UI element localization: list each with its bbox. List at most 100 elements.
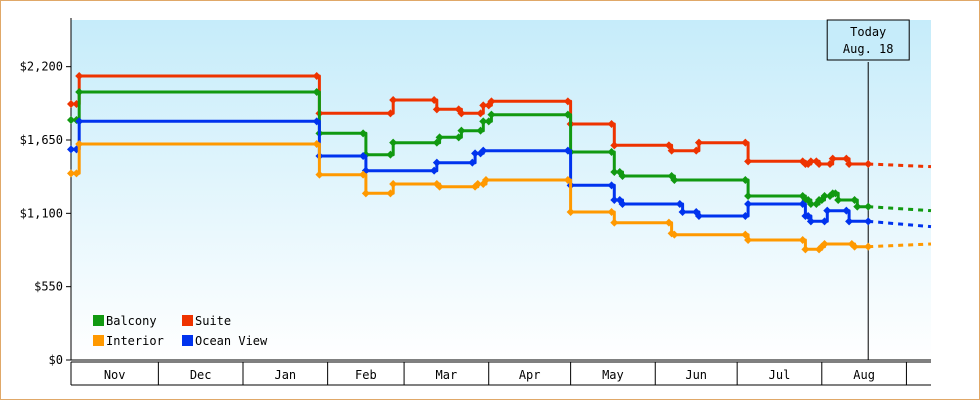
data-point bbox=[454, 133, 463, 142]
legend: Balcony Suite Interior Ocean View bbox=[93, 314, 268, 348]
data-point bbox=[432, 105, 441, 114]
month-label: Aug bbox=[853, 368, 875, 382]
data-point bbox=[815, 160, 824, 168]
today-box bbox=[826, 19, 910, 61]
data-point bbox=[744, 236, 753, 244]
data-point bbox=[741, 230, 750, 239]
data-point bbox=[430, 96, 439, 104]
data-point bbox=[664, 218, 673, 227]
data-point bbox=[359, 152, 368, 160]
data-point bbox=[618, 172, 627, 180]
data-point bbox=[667, 146, 676, 155]
data-point bbox=[67, 169, 75, 178]
month-label: May bbox=[602, 368, 624, 382]
data-point bbox=[457, 109, 466, 118]
data-point bbox=[820, 192, 829, 200]
data-point bbox=[312, 88, 321, 96]
data-point bbox=[67, 145, 75, 154]
x-axis: Nov Dec Jan Feb Mar Apr May Jun Jul Aug bbox=[70, 359, 931, 386]
data-point bbox=[75, 117, 84, 126]
data-point bbox=[864, 217, 873, 226]
data-point bbox=[67, 116, 75, 124]
month-label: Dec bbox=[190, 368, 212, 382]
y-tick-label: $1,650 bbox=[20, 133, 63, 147]
series-layer bbox=[67, 72, 932, 254]
data-point bbox=[853, 202, 862, 211]
data-point bbox=[744, 192, 753, 200]
data-point bbox=[386, 189, 395, 198]
data-point bbox=[610, 168, 619, 176]
data-point bbox=[389, 96, 398, 104]
data-point bbox=[476, 126, 485, 135]
data-point bbox=[457, 126, 466, 135]
data-point bbox=[842, 154, 851, 163]
series-suite bbox=[67, 72, 932, 169]
data-point bbox=[386, 109, 395, 118]
data-point bbox=[312, 117, 321, 126]
data-point bbox=[741, 176, 750, 184]
forecast-line bbox=[868, 162, 932, 169]
data-point bbox=[312, 140, 321, 148]
today-label: Today bbox=[850, 25, 886, 39]
data-point bbox=[432, 138, 441, 147]
legend-swatch bbox=[182, 335, 193, 346]
data-point bbox=[471, 149, 480, 158]
today-date-label: Aug. 18 bbox=[843, 42, 894, 56]
data-point bbox=[389, 180, 398, 188]
month-label: Jun bbox=[685, 368, 707, 382]
data-point bbox=[864, 160, 873, 168]
data-point bbox=[432, 158, 441, 167]
y-tick-label: $0 bbox=[49, 353, 63, 367]
data-point bbox=[563, 110, 572, 119]
data-point bbox=[842, 206, 851, 215]
data-point bbox=[435, 133, 444, 142]
data-point bbox=[820, 217, 829, 226]
data-point bbox=[607, 148, 616, 156]
data-point bbox=[563, 97, 572, 106]
series-balcony bbox=[67, 88, 932, 213]
data-point bbox=[692, 146, 701, 155]
data-point bbox=[850, 242, 859, 251]
legend-label: Ocean View bbox=[195, 334, 268, 348]
data-point bbox=[806, 200, 815, 208]
data-point bbox=[825, 160, 834, 168]
data-point bbox=[484, 117, 493, 126]
data-point bbox=[476, 109, 485, 118]
data-point bbox=[845, 217, 854, 226]
data-point bbox=[487, 97, 496, 106]
data-point bbox=[468, 158, 477, 167]
series-ocean-view bbox=[67, 117, 932, 229]
legend-label: Suite bbox=[195, 314, 231, 328]
forecast-line bbox=[868, 205, 932, 213]
data-point bbox=[315, 170, 324, 179]
forecast-line bbox=[868, 242, 932, 249]
forecast-line bbox=[868, 219, 932, 229]
data-point bbox=[823, 206, 832, 215]
data-point bbox=[804, 212, 813, 220]
data-point bbox=[675, 200, 684, 208]
legend-swatch bbox=[182, 315, 193, 326]
data-point bbox=[741, 212, 750, 220]
data-point bbox=[798, 200, 807, 208]
data-point bbox=[479, 146, 488, 155]
data-point bbox=[386, 150, 395, 159]
data-point bbox=[744, 157, 753, 166]
data-point bbox=[312, 72, 321, 80]
month-label: Jul bbox=[769, 368, 791, 382]
data-point bbox=[75, 72, 84, 80]
data-point bbox=[664, 141, 673, 150]
data-point bbox=[694, 138, 703, 147]
legend-label: Balcony bbox=[106, 314, 157, 328]
data-point bbox=[67, 100, 75, 108]
month-label: Mar bbox=[436, 368, 458, 382]
data-point bbox=[678, 208, 687, 216]
data-point bbox=[610, 196, 619, 204]
data-point bbox=[75, 140, 84, 148]
data-point bbox=[479, 101, 488, 110]
data-point bbox=[479, 117, 488, 126]
y-axis: $0 $550 $1,100 $1,650 $2,200 bbox=[20, 18, 72, 367]
data-point bbox=[389, 138, 398, 147]
month-label: Nov bbox=[104, 368, 126, 382]
data-point bbox=[487, 110, 496, 119]
data-point bbox=[670, 176, 679, 184]
